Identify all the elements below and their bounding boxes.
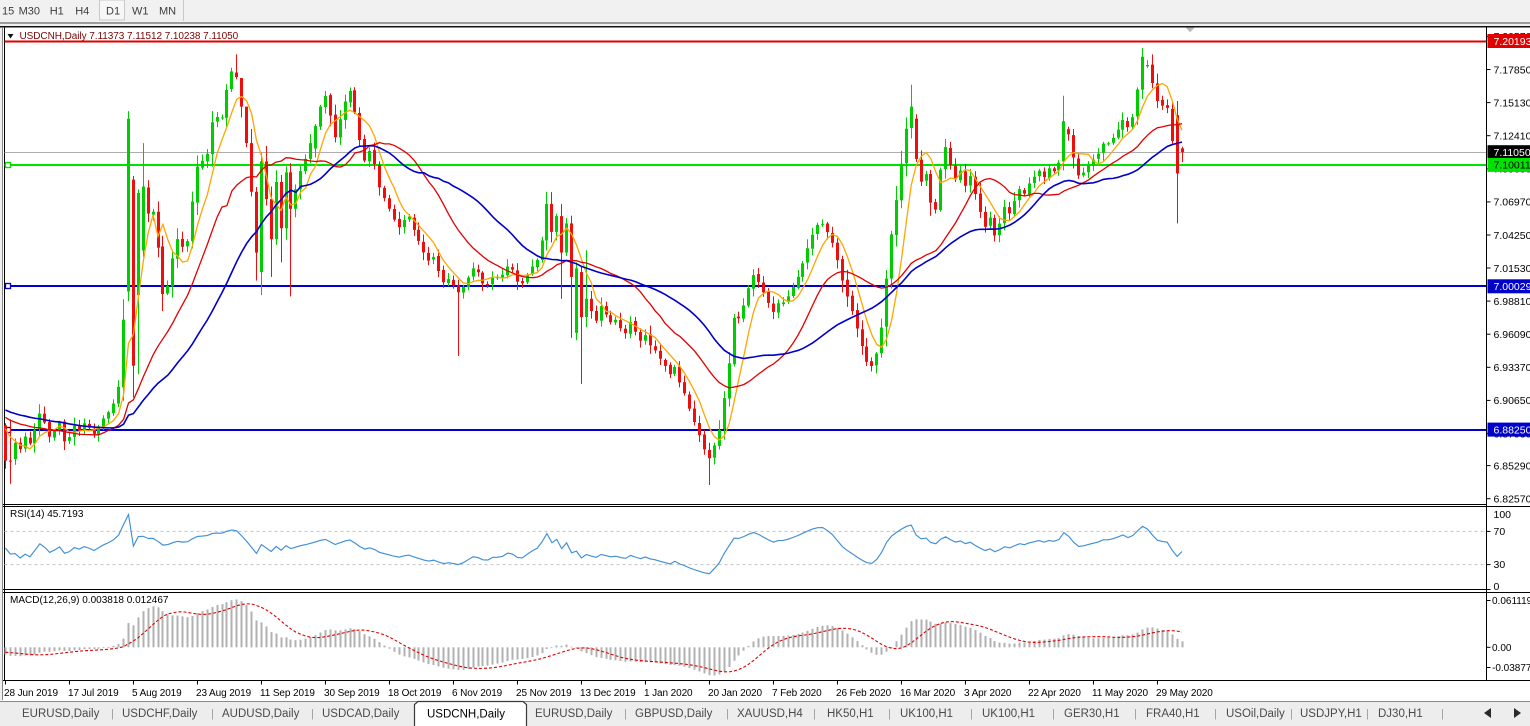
- svg-text:6.88250: 6.88250: [1494, 424, 1530, 436]
- svg-text:USOil,Daily: USOil,Daily: [1226, 708, 1285, 720]
- svg-text:7.10011: 7.10011: [1494, 160, 1530, 172]
- svg-text:6.85290: 6.85290: [1494, 460, 1530, 472]
- svg-text:18 Oct 2019: 18 Oct 2019: [388, 688, 442, 699]
- svg-text:30 Sep 2019: 30 Sep 2019: [324, 688, 380, 699]
- svg-text:GBPUSD,Daily: GBPUSD,Daily: [635, 708, 713, 720]
- svg-text:100: 100: [1494, 509, 1512, 521]
- svg-text:RSI(14) 45.7193: RSI(14) 45.7193: [10, 509, 84, 520]
- svg-text:D1: D1: [106, 6, 120, 18]
- svg-text:17 Jul 2019: 17 Jul 2019: [68, 688, 119, 699]
- svg-text:7.11050: 7.11050: [1494, 147, 1530, 159]
- svg-text:30: 30: [1494, 559, 1506, 571]
- svg-text:28 Jun 2019: 28 Jun 2019: [4, 688, 58, 699]
- svg-text:7.12410: 7.12410: [1494, 131, 1530, 143]
- svg-text:|: |: [813, 708, 816, 720]
- svg-text:0: 0: [1494, 581, 1500, 593]
- svg-text:70: 70: [1494, 526, 1506, 538]
- svg-text:H4: H4: [75, 6, 89, 18]
- svg-text:|: |: [111, 708, 114, 720]
- svg-text:6.90650: 6.90650: [1494, 395, 1530, 407]
- svg-text:M30: M30: [19, 6, 40, 18]
- svg-text:AUDUSD,Daily: AUDUSD,Daily: [222, 708, 300, 720]
- svg-text:7.20193: 7.20193: [1494, 36, 1530, 48]
- svg-text:USDCAD,Daily: USDCAD,Daily: [322, 708, 400, 720]
- svg-text:11 May 2020: 11 May 2020: [1092, 688, 1149, 699]
- svg-text:1 Jan 2020: 1 Jan 2020: [644, 688, 693, 699]
- svg-text:GER30,H1: GER30,H1: [1064, 708, 1120, 720]
- svg-text:7.06970: 7.06970: [1494, 197, 1530, 209]
- svg-text:7 Feb 2020: 7 Feb 2020: [772, 688, 822, 699]
- svg-text:USDCNH,Daily: USDCNH,Daily: [427, 709, 505, 721]
- svg-text:7.04250: 7.04250: [1494, 230, 1530, 242]
- svg-text:|: |: [970, 708, 973, 720]
- svg-text:|: |: [624, 708, 627, 720]
- svg-text:USDCNH,Daily 7.11373 7.11512: USDCNH,Daily 7.11373 7.11512 7.10238 7.1…: [20, 31, 239, 42]
- svg-text:EURUSD,Daily: EURUSD,Daily: [22, 708, 100, 720]
- svg-text:25 Nov 2019: 25 Nov 2019: [516, 688, 572, 699]
- svg-text:6.96090: 6.96090: [1494, 329, 1530, 341]
- svg-text:26 Feb 2020: 26 Feb 2020: [836, 688, 892, 699]
- svg-text:|: |: [1290, 708, 1293, 720]
- svg-text:|: |: [1441, 708, 1444, 720]
- svg-text:-0.0387700: -0.0387700: [1492, 663, 1530, 674]
- svg-text:3 Apr 2020: 3 Apr 2020: [964, 688, 1012, 699]
- svg-text:XAUUSD,H4: XAUUSD,H4: [737, 708, 803, 720]
- svg-text:7.17850: 7.17850: [1494, 64, 1530, 76]
- svg-text:UK100,H1: UK100,H1: [900, 708, 953, 720]
- svg-text:|: |: [1052, 708, 1055, 720]
- svg-text:|: |: [211, 708, 214, 720]
- svg-text:6.93370: 6.93370: [1494, 362, 1530, 374]
- svg-text:|: |: [1134, 708, 1137, 720]
- svg-text:|: |: [1366, 708, 1369, 720]
- svg-text:11 Sep 2019: 11 Sep 2019: [260, 688, 315, 699]
- svg-text:6.82570: 6.82570: [1494, 494, 1530, 506]
- svg-text:7.00029: 7.00029: [1494, 281, 1530, 293]
- svg-text:UK100,H1: UK100,H1: [982, 708, 1035, 720]
- svg-text:MN: MN: [159, 6, 176, 18]
- svg-text:|: |: [1214, 708, 1217, 720]
- svg-text:W1: W1: [132, 6, 149, 18]
- svg-text:22 Apr 2020: 22 Apr 2020: [1028, 688, 1081, 699]
- svg-text:FRA40,H1: FRA40,H1: [1146, 708, 1200, 720]
- svg-text:EURUSD,Daily: EURUSD,Daily: [535, 708, 613, 720]
- svg-text:HK50,H1: HK50,H1: [827, 708, 874, 720]
- svg-text:7.01530: 7.01530: [1494, 263, 1530, 275]
- svg-text:13 Dec 2019: 13 Dec 2019: [580, 688, 636, 699]
- svg-text:USDCHF,Daily: USDCHF,Daily: [122, 708, 198, 720]
- svg-text:23 Aug 2019: 23 Aug 2019: [196, 688, 252, 699]
- svg-text:16 Mar 2020: 16 Mar 2020: [900, 688, 956, 699]
- svg-text:20 Jan 2020: 20 Jan 2020: [708, 688, 762, 699]
- svg-text:29 May 2020: 29 May 2020: [1156, 688, 1213, 699]
- svg-text:USDJPY,H1: USDJPY,H1: [1300, 708, 1362, 720]
- svg-text:6.98810: 6.98810: [1494, 296, 1530, 308]
- svg-text:MACD(12,26,9) 0.003818 0.01246: MACD(12,26,9) 0.003818 0.012467: [10, 595, 169, 606]
- svg-text:7.15130: 7.15130: [1494, 97, 1530, 109]
- svg-text:15: 15: [2, 6, 14, 18]
- svg-text:0.00: 0.00: [1492, 643, 1512, 654]
- svg-text:6 Nov 2019: 6 Nov 2019: [452, 688, 503, 699]
- svg-text:H1: H1: [50, 6, 64, 18]
- svg-text:5 Aug 2019: 5 Aug 2019: [132, 688, 182, 699]
- svg-text:DJ30,H1: DJ30,H1: [1378, 708, 1423, 720]
- svg-text:|: |: [888, 708, 891, 720]
- svg-text:|: |: [311, 708, 314, 720]
- svg-text:|: |: [726, 708, 729, 720]
